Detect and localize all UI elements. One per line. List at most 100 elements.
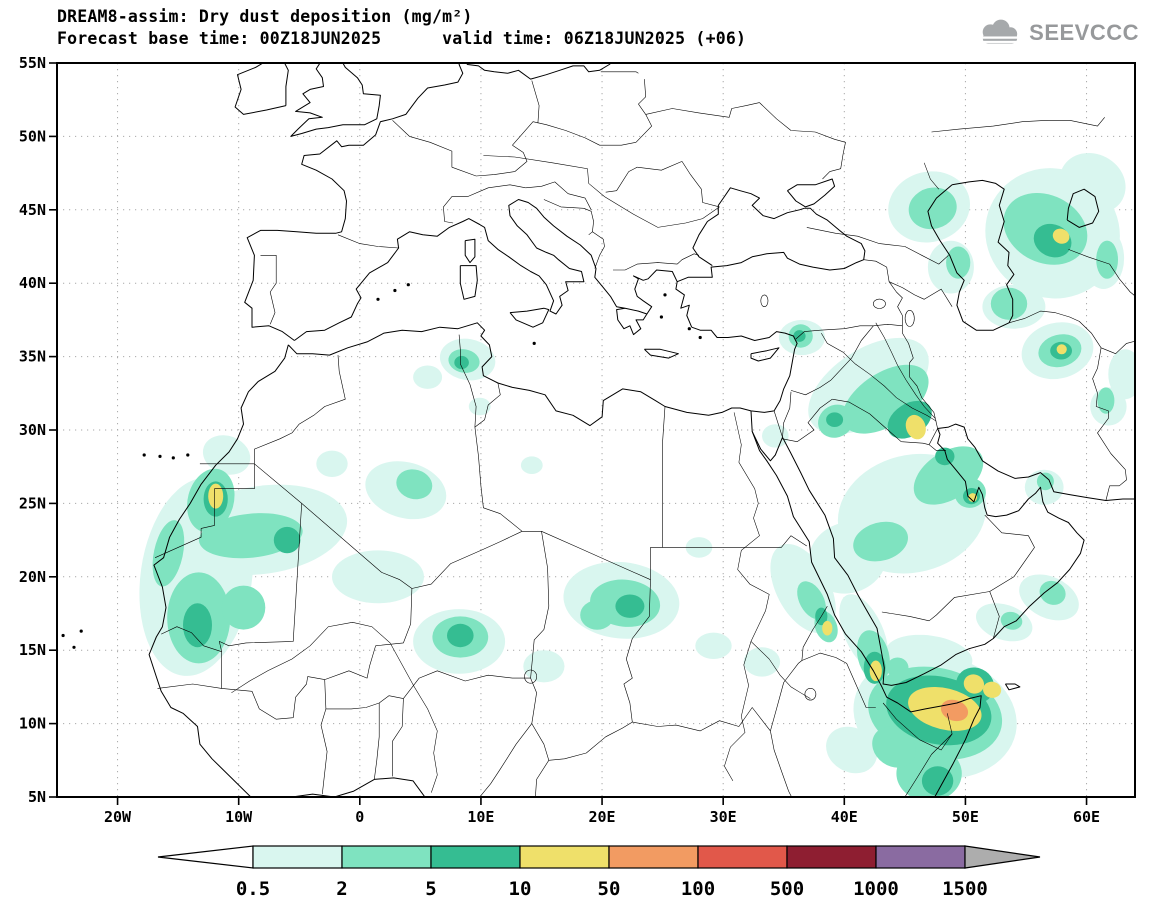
- coastline: [290, 63, 381, 137]
- deposition-area: [990, 287, 1028, 320]
- axis-labels: 55N 50N 45N 40N 35N 30N 25N 20N 15N 10N 5N 20W 10W 0 1…: [19, 54, 1100, 826]
- deposition-area: [316, 450, 348, 477]
- deposition-area: [183, 603, 212, 648]
- deposition-area: [580, 600, 615, 630]
- border: [543, 199, 594, 236]
- border: [623, 579, 651, 723]
- deposition-area: [869, 660, 882, 682]
- colorbar-segment: [608, 845, 699, 869]
- border: [638, 79, 646, 105]
- border: [1092, 347, 1127, 501]
- y-axis-tick-label: 15N: [19, 641, 46, 659]
- y-axis-tick-label: 5N: [28, 788, 46, 806]
- border: [157, 651, 222, 689]
- colorbar-tick-label: 100: [681, 878, 715, 900]
- y-axis-tick-label: 30N: [19, 421, 46, 439]
- border: [592, 231, 605, 269]
- border: [254, 463, 651, 589]
- island-dot: [532, 341, 536, 345]
- river: [231, 622, 438, 793]
- deposition-area: [946, 246, 971, 279]
- river: [483, 155, 720, 228]
- border: [801, 652, 876, 708]
- deposition-area: [1097, 387, 1115, 414]
- y-axis-tick-label: 20N: [19, 568, 46, 586]
- border: [881, 591, 990, 622]
- border: [782, 398, 833, 442]
- border: [548, 721, 633, 761]
- island-dot: [186, 453, 190, 457]
- colorbar-legend: 0.5 2 5 10 50 100 500 1000 1500: [157, 845, 1041, 900]
- border: [161, 626, 222, 652]
- colorbar-tick-label: 0.5: [236, 878, 270, 900]
- border: [324, 679, 404, 710]
- y-axis-tick-label: 45N: [19, 201, 46, 219]
- island-dot: [698, 335, 702, 340]
- border: [904, 733, 953, 797]
- deposition-area: [905, 414, 926, 440]
- island-dot: [663, 293, 667, 297]
- island-dot: [171, 456, 175, 460]
- coastline: [1066, 188, 1100, 228]
- border: [635, 103, 652, 143]
- deposition-area: [447, 623, 474, 648]
- deposition-area: [413, 365, 443, 389]
- deposition-area: [826, 726, 878, 774]
- river: [875, 322, 936, 419]
- border: [392, 698, 404, 777]
- seevccc-logo: SEEVCCC: [976, 18, 1139, 48]
- coastline: [633, 269, 678, 315]
- border: [681, 161, 720, 208]
- island-dot: [376, 297, 380, 301]
- deposition-area: [396, 469, 433, 500]
- coastline: [750, 410, 783, 462]
- y-axis-tick-label: 35N: [19, 348, 46, 366]
- border: [1100, 340, 1135, 354]
- border: [863, 259, 903, 326]
- colorbar-tick-label: 50: [598, 878, 621, 900]
- coastline: [937, 423, 1135, 501]
- border: [676, 253, 700, 265]
- border: [337, 234, 399, 249]
- deposition-area: [872, 726, 916, 768]
- coastline: [459, 265, 478, 300]
- island-dot: [142, 453, 146, 457]
- border: [632, 707, 771, 732]
- lakes: [524, 294, 915, 701]
- deposition-area: [908, 187, 957, 230]
- coastline: [464, 238, 476, 264]
- river: [821, 332, 937, 422]
- page-title: DREAM8-assim: Dry dust deposition (mg/m²…: [57, 7, 473, 26]
- deposition-area: [853, 521, 908, 562]
- border: [403, 670, 531, 699]
- coastline: [148, 344, 426, 797]
- coastline: [287, 322, 798, 427]
- colorbar-under-arrow: [157, 845, 254, 869]
- cloud-icon: [979, 19, 1021, 44]
- colorbar-segment: [875, 845, 966, 869]
- border: [662, 535, 807, 548]
- country-borders: [154, 71, 1135, 797]
- border: [790, 379, 832, 396]
- border: [154, 463, 255, 558]
- border: [806, 227, 949, 265]
- small-islands: [61, 283, 702, 649]
- coastline: [244, 63, 464, 341]
- border: [770, 647, 804, 731]
- river: [750, 641, 811, 699]
- deposition-area: [743, 647, 781, 677]
- map-area: [57, 63, 1135, 797]
- border: [525, 181, 592, 210]
- colorbar-tick-label: 500: [770, 878, 804, 900]
- deposition-area: [921, 766, 954, 796]
- coastline: [751, 431, 982, 797]
- x-axis-tick-label: 50E: [952, 808, 979, 826]
- y-axis-tick-label: 10N: [19, 715, 46, 733]
- island-dot: [158, 454, 162, 458]
- border: [931, 117, 1105, 133]
- border: [782, 391, 792, 438]
- page-subtitle: Forecast base time: 00Z18JUN2025 valid t…: [57, 29, 747, 48]
- coastline: [787, 178, 836, 208]
- border: [830, 325, 874, 381]
- colorbar-segment: [519, 845, 610, 869]
